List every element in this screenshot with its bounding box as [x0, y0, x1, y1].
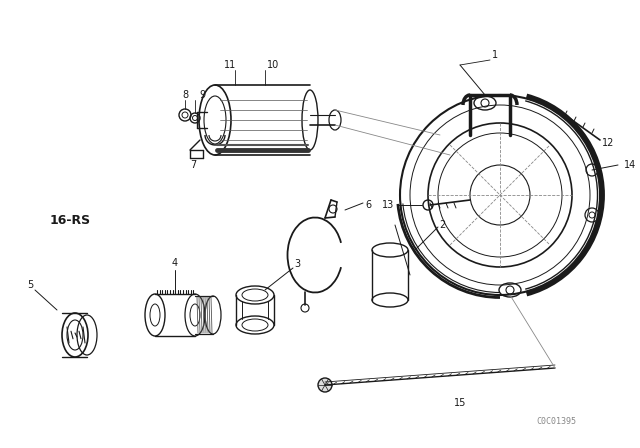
Text: 12: 12: [602, 138, 614, 148]
Text: 6: 6: [365, 200, 371, 210]
Text: 1: 1: [492, 50, 498, 60]
Text: 14: 14: [624, 160, 636, 170]
Text: 8: 8: [182, 90, 188, 100]
Text: 16-RS: 16-RS: [49, 214, 91, 227]
Text: 7: 7: [190, 160, 196, 170]
Text: 4: 4: [172, 258, 178, 268]
Text: 5: 5: [27, 280, 33, 290]
Text: 11: 11: [224, 60, 236, 70]
Text: 2: 2: [439, 220, 445, 230]
Text: 3: 3: [294, 259, 300, 269]
Text: 15: 15: [454, 398, 466, 408]
Circle shape: [318, 378, 332, 392]
Text: C0C01395: C0C01395: [537, 417, 577, 426]
Text: 13: 13: [382, 200, 394, 210]
Text: 10: 10: [267, 60, 279, 70]
Text: 9: 9: [199, 90, 205, 100]
